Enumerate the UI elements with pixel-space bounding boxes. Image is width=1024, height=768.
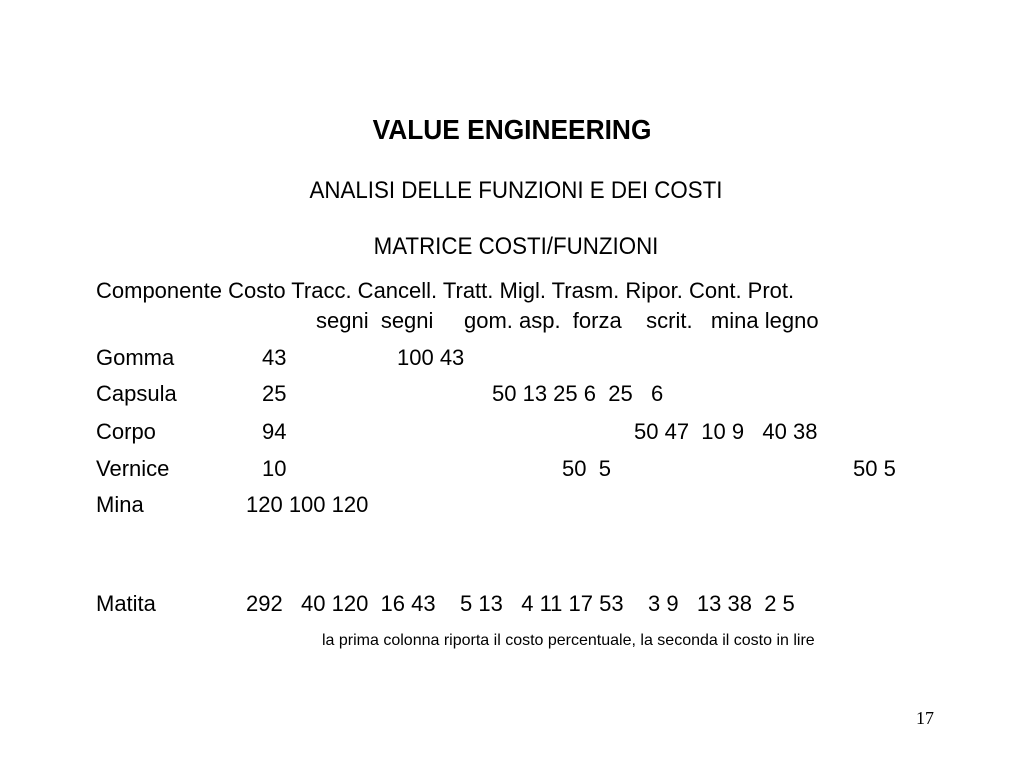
- row-name-mina: Mina: [96, 492, 144, 517]
- row-values-vernice-a: 50 5: [562, 456, 611, 481]
- row-values-corpo: 50 47 10 9 40 38: [634, 419, 818, 444]
- row-cost-vernice: 10: [262, 456, 287, 481]
- row-values-matita: 292 40 120 16 43 5 13 4 11 17 53 3 9 13 …: [246, 591, 795, 616]
- row-name-corpo: Corpo: [96, 419, 156, 444]
- row-cost-capsula: 25: [262, 381, 287, 406]
- page-number: 17: [916, 708, 934, 728]
- slide-subtitle: ANALISI DELLE FUNZIONI E DEI COSTI: [309, 177, 723, 204]
- row-values-gomma: 100 43: [397, 345, 465, 370]
- row-name-matita: Matita: [96, 591, 156, 616]
- slide-title: VALUE ENGINEERING: [372, 114, 652, 145]
- row-name-gomma: Gomma: [96, 345, 175, 370]
- row-name-capsula: Capsula: [96, 381, 177, 406]
- matrix-title: MATRICE COSTI/FUNZIONI: [373, 233, 659, 260]
- row-name-vernice: Vernice: [96, 456, 170, 481]
- footnote: la prima colonna riporta il costo percen…: [322, 632, 815, 649]
- row-cost-corpo: 94: [262, 419, 287, 444]
- table-header-row-2: segni segni gom. asp. forza scrit. mina …: [316, 308, 819, 333]
- row-values-vernice-b: 50 5: [853, 456, 896, 481]
- row-cost-gomma: 43: [262, 345, 287, 370]
- row-values-capsula: 50 13 25 6 25 6: [492, 381, 664, 406]
- row-cost-mina: 120 100 120: [246, 492, 369, 517]
- table-header-row-1: Componente Costo Tracc. Cancell. Tratt. …: [96, 278, 795, 303]
